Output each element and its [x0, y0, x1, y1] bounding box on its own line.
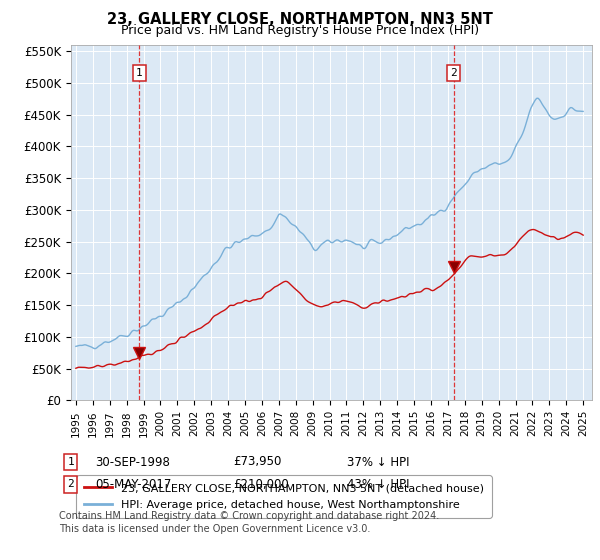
Text: This data is licensed under the Open Government Licence v3.0.: This data is licensed under the Open Gov… — [59, 524, 370, 534]
Text: 1: 1 — [67, 457, 74, 467]
Text: £73,950: £73,950 — [233, 455, 281, 469]
Text: 2: 2 — [451, 68, 457, 78]
Text: 30-SEP-1998: 30-SEP-1998 — [95, 455, 170, 469]
Text: 05-MAY-2017: 05-MAY-2017 — [95, 478, 171, 491]
Text: 37% ↓ HPI: 37% ↓ HPI — [347, 455, 409, 469]
Text: 1: 1 — [136, 68, 143, 78]
Text: Price paid vs. HM Land Registry's House Price Index (HPI): Price paid vs. HM Land Registry's House … — [121, 24, 479, 36]
Text: 43% ↓ HPI: 43% ↓ HPI — [347, 478, 409, 491]
Legend: 23, GALLERY CLOSE, NORTHAMPTON, NN3 5NT (detached house), HPI: Average price, de: 23, GALLERY CLOSE, NORTHAMPTON, NN3 5NT … — [76, 475, 491, 517]
Text: Contains HM Land Registry data © Crown copyright and database right 2024.: Contains HM Land Registry data © Crown c… — [59, 511, 439, 521]
Text: 2: 2 — [67, 479, 74, 489]
Text: £210,000: £210,000 — [233, 478, 289, 491]
Text: 23, GALLERY CLOSE, NORTHAMPTON, NN3 5NT: 23, GALLERY CLOSE, NORTHAMPTON, NN3 5NT — [107, 12, 493, 27]
